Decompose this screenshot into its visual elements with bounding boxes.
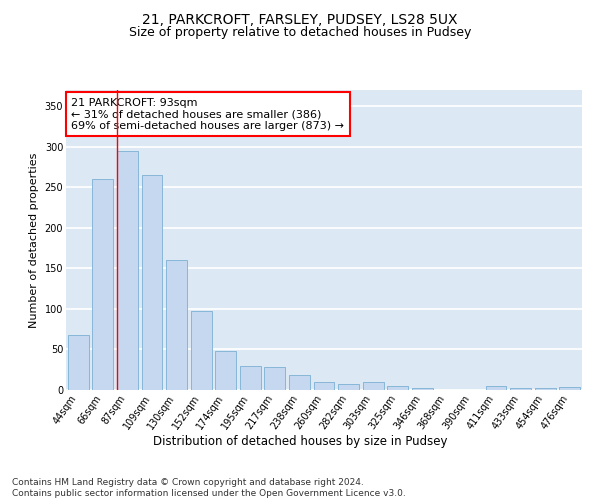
Bar	[166, 260, 187, 390]
Text: 21, PARKCROFT, FARSLEY, PUDSEY, LS28 5UX: 21, PARKCROFT, FARSLEY, PUDSEY, LS28 5UX	[142, 12, 458, 26]
Bar	[215, 351, 236, 390]
Bar	[289, 376, 310, 390]
Text: Size of property relative to detached houses in Pudsey: Size of property relative to detached ho…	[129, 26, 471, 39]
Bar	[485, 386, 506, 390]
Y-axis label: Number of detached properties: Number of detached properties	[29, 152, 39, 328]
Bar	[240, 366, 261, 390]
Bar	[265, 368, 286, 390]
Bar	[117, 151, 138, 390]
Bar	[559, 387, 580, 390]
Bar	[510, 388, 531, 390]
Bar	[191, 310, 212, 390]
Bar	[387, 386, 408, 390]
Bar	[68, 335, 89, 390]
Bar	[92, 179, 113, 390]
Bar	[362, 382, 383, 390]
Text: Distribution of detached houses by size in Pudsey: Distribution of detached houses by size …	[153, 435, 447, 448]
Text: Contains HM Land Registry data © Crown copyright and database right 2024.
Contai: Contains HM Land Registry data © Crown c…	[12, 478, 406, 498]
Text: 21 PARKCROFT: 93sqm
← 31% of detached houses are smaller (386)
69% of semi-detac: 21 PARKCROFT: 93sqm ← 31% of detached ho…	[71, 98, 344, 130]
Bar	[535, 388, 556, 390]
Bar	[412, 388, 433, 390]
Bar	[314, 382, 334, 390]
Bar	[142, 175, 163, 390]
Bar	[338, 384, 359, 390]
